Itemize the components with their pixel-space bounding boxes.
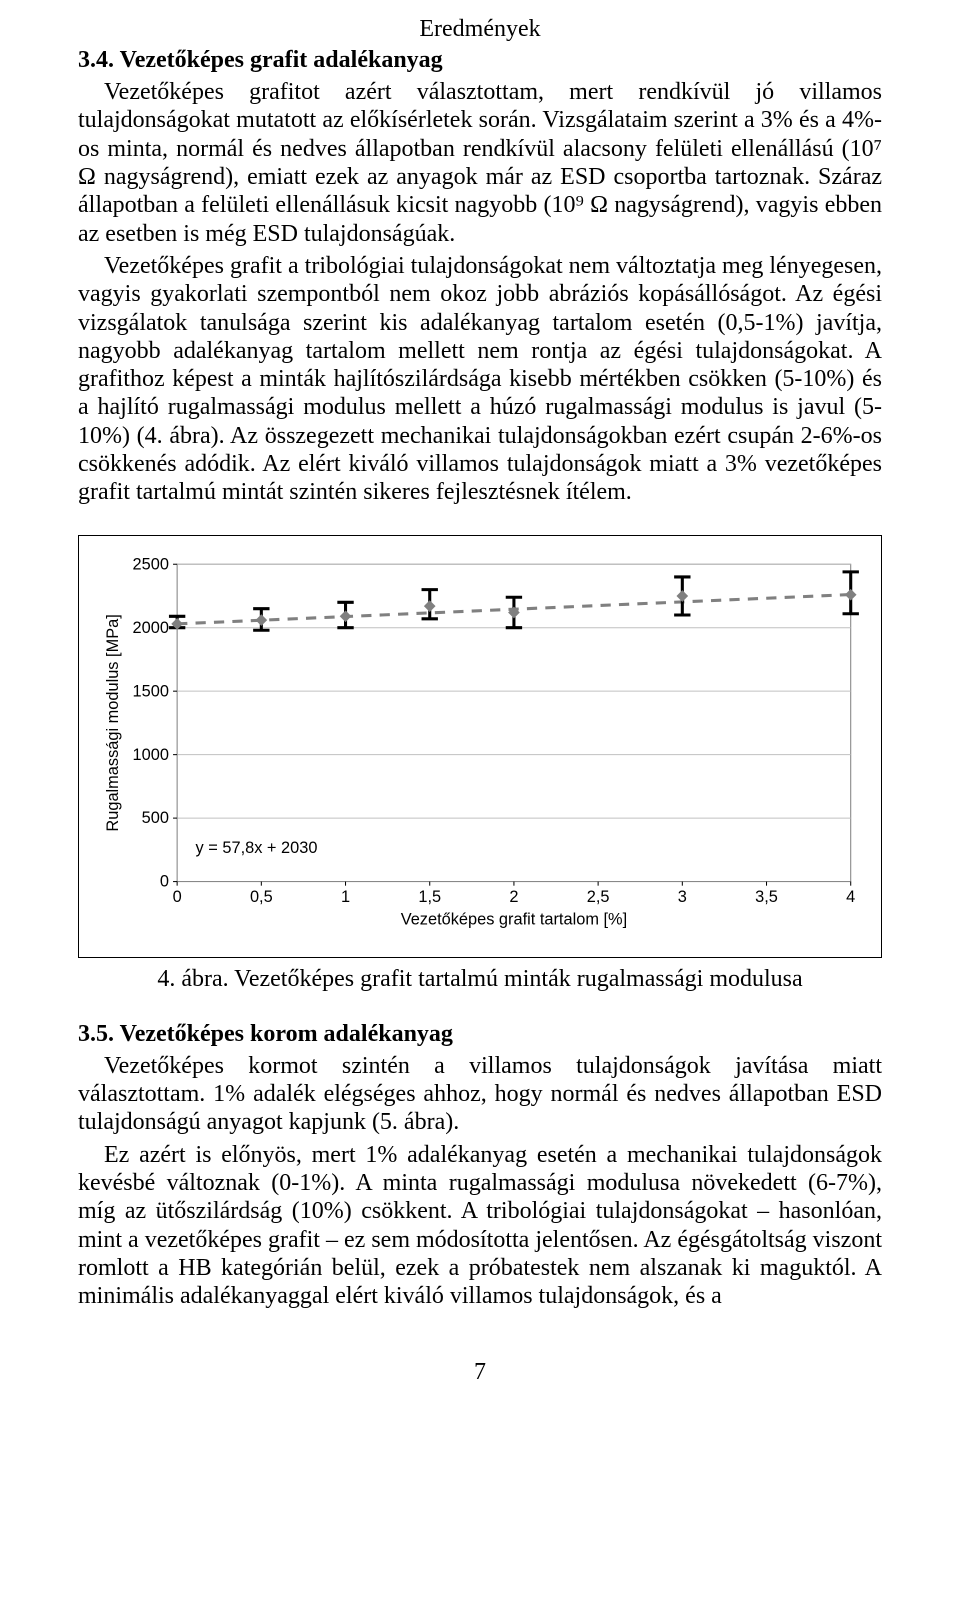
svg-text:0: 0 [160,872,169,890]
page-number: 7 [78,1359,882,1386]
svg-text:3,5: 3,5 [755,888,778,906]
paragraph-3-4-a: Vezetőképes grafitot azért választottam,… [78,78,882,248]
svg-text:Rugalmassági modulus [MPa]: Rugalmassági modulus [MPa] [104,614,122,831]
svg-text:Vezetőképes grafit tartalom [%: Vezetőképes grafit tartalom [%] [401,910,627,928]
section-title: Vezetőképes korom adalékanyag [120,1021,453,1047]
figure-4-chart: 0 500 1000 1500 2000 2500 0 0,5 1 1,5 2 2,5 3 3,5 4 Vez… [85,554,863,943]
svg-text:0,5: 0,5 [250,888,273,906]
svg-text:y = 57,8x + 2030: y = 57,8x + 2030 [196,839,318,857]
svg-text:2500: 2500 [133,555,169,573]
svg-text:1000: 1000 [133,745,169,763]
paragraph-3-4-b: Vezetőképes grafit a tribológiai tulajdo… [78,252,882,507]
svg-text:1,5: 1,5 [418,888,441,906]
svg-text:2: 2 [509,888,518,906]
svg-text:2,5: 2,5 [587,888,610,906]
svg-text:0: 0 [173,888,182,906]
figure-4-caption: 4. ábra. Vezetőképes grafit tartalmú min… [78,966,882,993]
paragraph-3-5-a: Vezetőképes kormot szintén a villamos tu… [78,1052,882,1137]
section-number: 3.5. [78,1021,114,1047]
section-3-4-heading: 3.4. Vezetőképes grafit adalékanyag [78,47,882,74]
svg-text:4: 4 [846,888,855,906]
paragraph-3-5-b: Ez azért is előnyös, mert 1% adalékanyag… [78,1141,882,1311]
svg-text:500: 500 [142,809,169,827]
svg-text:1500: 1500 [133,682,169,700]
running-header: Eredmények [78,16,882,43]
section-number: 3.4. [78,47,114,73]
svg-text:3: 3 [678,888,687,906]
figure-4-frame: 0 500 1000 1500 2000 2500 0 0,5 1 1,5 2 2,5 3 3,5 4 Vez… [78,535,882,958]
section-3-5-heading: 3.5. Vezetőképes korom adalékanyag [78,1021,882,1048]
svg-text:1: 1 [341,888,350,906]
section-title: Vezetőképes grafit adalékanyag [120,47,443,73]
svg-text:2000: 2000 [133,619,169,637]
